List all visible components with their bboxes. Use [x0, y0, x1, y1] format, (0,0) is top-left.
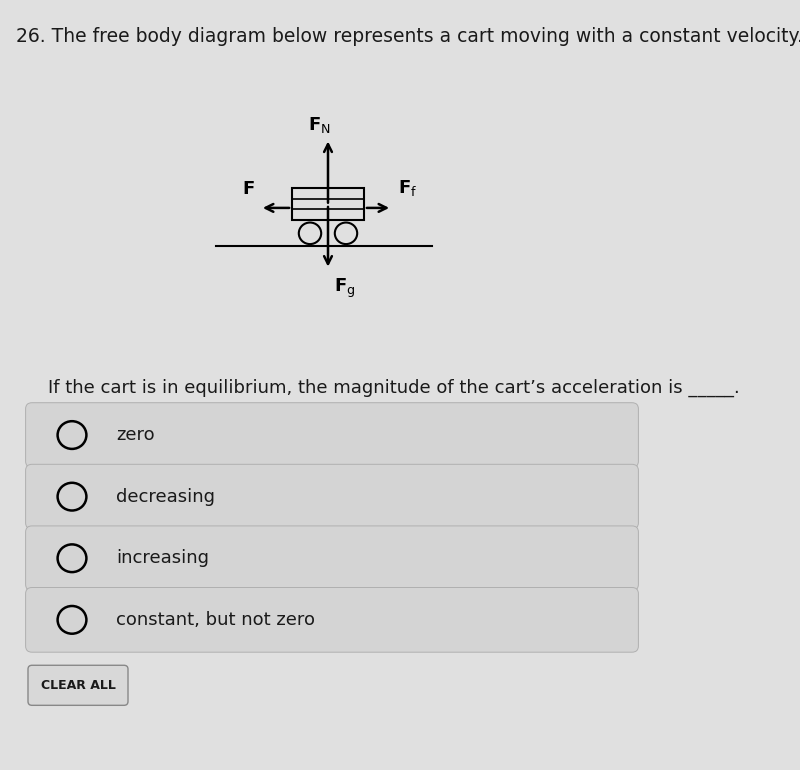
- Text: constant, but not zero: constant, but not zero: [116, 611, 315, 629]
- FancyBboxPatch shape: [26, 526, 638, 591]
- Bar: [292, 188, 364, 220]
- Text: If the cart is in equilibrium, the magnitude of the cart’s acceleration is _____: If the cart is in equilibrium, the magni…: [48, 379, 740, 397]
- Text: increasing: increasing: [116, 549, 209, 567]
- Text: CLEAR ALL: CLEAR ALL: [41, 679, 115, 691]
- FancyBboxPatch shape: [26, 464, 638, 529]
- Text: zero: zero: [116, 426, 154, 444]
- Text: 26. The free body diagram below represents a cart moving with a constant velocit: 26. The free body diagram below represen…: [16, 27, 800, 46]
- FancyBboxPatch shape: [28, 665, 128, 705]
- Text: F$_\mathrm{N}$: F$_\mathrm{N}$: [308, 115, 330, 135]
- Text: F$_\mathrm{f}$: F$_\mathrm{f}$: [398, 178, 417, 198]
- FancyBboxPatch shape: [26, 588, 638, 652]
- FancyBboxPatch shape: [26, 403, 638, 467]
- Text: decreasing: decreasing: [116, 487, 215, 506]
- Text: F$_\mathrm{g}$: F$_\mathrm{g}$: [334, 277, 356, 300]
- Text: F: F: [242, 180, 254, 198]
